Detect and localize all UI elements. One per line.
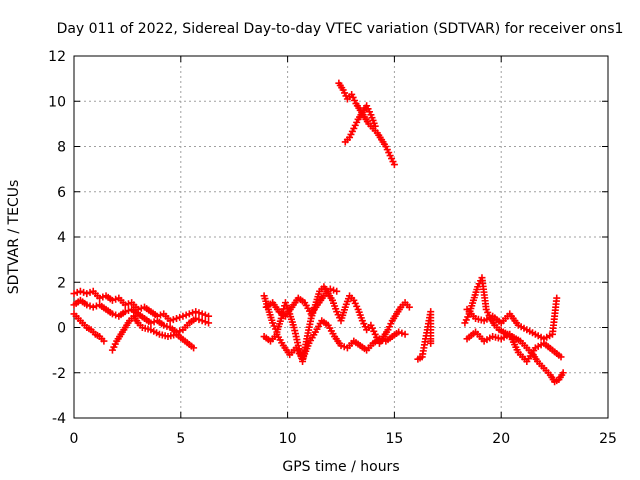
data-point [371, 122, 379, 130]
data-point [205, 312, 213, 320]
x-tick-label: 10 [279, 431, 297, 447]
data-point [192, 314, 200, 322]
data-point [108, 296, 116, 304]
data-point [73, 288, 81, 296]
data-point [121, 308, 129, 316]
y-tick-label: 8 [57, 140, 66, 156]
data-point [160, 321, 168, 329]
x-tick-label: 15 [385, 431, 403, 447]
x-tick-label: 0 [70, 431, 79, 447]
data-point [83, 301, 91, 309]
data-point [86, 288, 94, 296]
data-point [176, 327, 184, 335]
data-points [70, 79, 567, 386]
data-point [179, 312, 187, 320]
data-point [390, 161, 398, 169]
data-point [163, 322, 171, 330]
data-point [166, 317, 174, 325]
data-point [83, 290, 91, 298]
data-point [192, 308, 200, 316]
tick-layer: -4 -2 0 2 4 6 8 10 12 0 5 10 15 20 25 [48, 49, 617, 447]
data-point [201, 311, 209, 319]
data-point [340, 343, 348, 351]
data-point [157, 311, 165, 319]
y-tick-label: 12 [48, 49, 66, 65]
data-point [86, 302, 94, 310]
grid-layer [74, 56, 608, 418]
data-point [185, 310, 193, 318]
data-point [375, 335, 383, 343]
y-tick-label: 2 [57, 275, 66, 291]
data-point [195, 309, 203, 317]
data-point [100, 337, 108, 345]
data-point [112, 295, 120, 303]
data-point [398, 329, 406, 337]
x-tick-label: 25 [599, 431, 617, 447]
data-point [557, 353, 565, 361]
y-tick-label: 6 [57, 185, 66, 201]
data-point [201, 318, 209, 326]
data-point [205, 319, 213, 327]
x-axis-label: GPS time / hours [282, 459, 399, 475]
data-point [337, 342, 345, 350]
data-point [198, 317, 206, 325]
data-point [326, 285, 334, 293]
data-point [147, 319, 155, 327]
y-tick-label: 10 [48, 94, 66, 110]
data-point [395, 328, 403, 336]
data-point [108, 310, 116, 318]
data-point [333, 287, 341, 295]
y-tick-label: 4 [57, 230, 66, 246]
data-point [427, 339, 435, 347]
y-tick-label: -2 [52, 366, 66, 382]
data-point [121, 301, 129, 309]
data-point [553, 294, 561, 302]
data-point [176, 313, 184, 321]
data-point [173, 314, 181, 322]
data-point [195, 316, 203, 324]
data-point [330, 286, 338, 294]
y-tick-label: -4 [52, 411, 66, 427]
data-point [189, 309, 197, 317]
data-point [559, 369, 567, 377]
data-point [198, 310, 206, 318]
data-point [80, 288, 88, 296]
data-point [89, 303, 97, 311]
y-axis-label: SDTVAR / TECUs [6, 180, 22, 295]
y-tick-label: 0 [57, 321, 66, 337]
data-point [169, 316, 177, 324]
x-tick-label: 5 [176, 431, 185, 447]
data-point [190, 344, 198, 352]
data-point [405, 303, 413, 311]
data-point [124, 300, 132, 308]
chart-title: Day 011 of 2022, Sidereal Day-to-day VTE… [57, 21, 624, 37]
data-point [182, 311, 190, 319]
data-point [76, 287, 84, 295]
data-point [96, 294, 104, 302]
x-tick-label: 20 [492, 431, 510, 447]
data-point [70, 290, 78, 298]
data-point [401, 330, 409, 338]
